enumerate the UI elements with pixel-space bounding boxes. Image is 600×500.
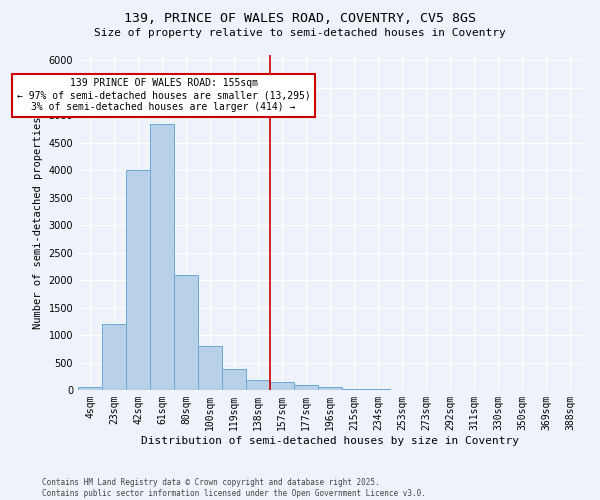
Bar bbox=[174, 274, 198, 390]
Bar bbox=[198, 346, 222, 390]
Bar bbox=[150, 124, 174, 390]
Bar bbox=[246, 380, 270, 390]
Text: Size of property relative to semi-detached houses in Coventry: Size of property relative to semi-detach… bbox=[94, 28, 506, 38]
Bar bbox=[222, 368, 246, 390]
Bar bbox=[78, 386, 102, 390]
X-axis label: Distribution of semi-detached houses by size in Coventry: Distribution of semi-detached houses by … bbox=[141, 436, 519, 446]
Text: 139, PRINCE OF WALES ROAD, COVENTRY, CV5 8GS: 139, PRINCE OF WALES ROAD, COVENTRY, CV5… bbox=[124, 12, 476, 26]
Bar bbox=[102, 324, 126, 390]
Text: 139 PRINCE OF WALES ROAD: 155sqm
← 97% of semi-detached houses are smaller (13,2: 139 PRINCE OF WALES ROAD: 155sqm ← 97% o… bbox=[17, 78, 311, 112]
Bar bbox=[126, 170, 150, 390]
Bar bbox=[294, 384, 318, 390]
Text: Contains HM Land Registry data © Crown copyright and database right 2025.
Contai: Contains HM Land Registry data © Crown c… bbox=[42, 478, 426, 498]
Bar bbox=[318, 388, 342, 390]
Bar bbox=[342, 389, 366, 390]
Y-axis label: Number of semi-detached properties: Number of semi-detached properties bbox=[33, 116, 43, 329]
Bar bbox=[270, 382, 294, 390]
